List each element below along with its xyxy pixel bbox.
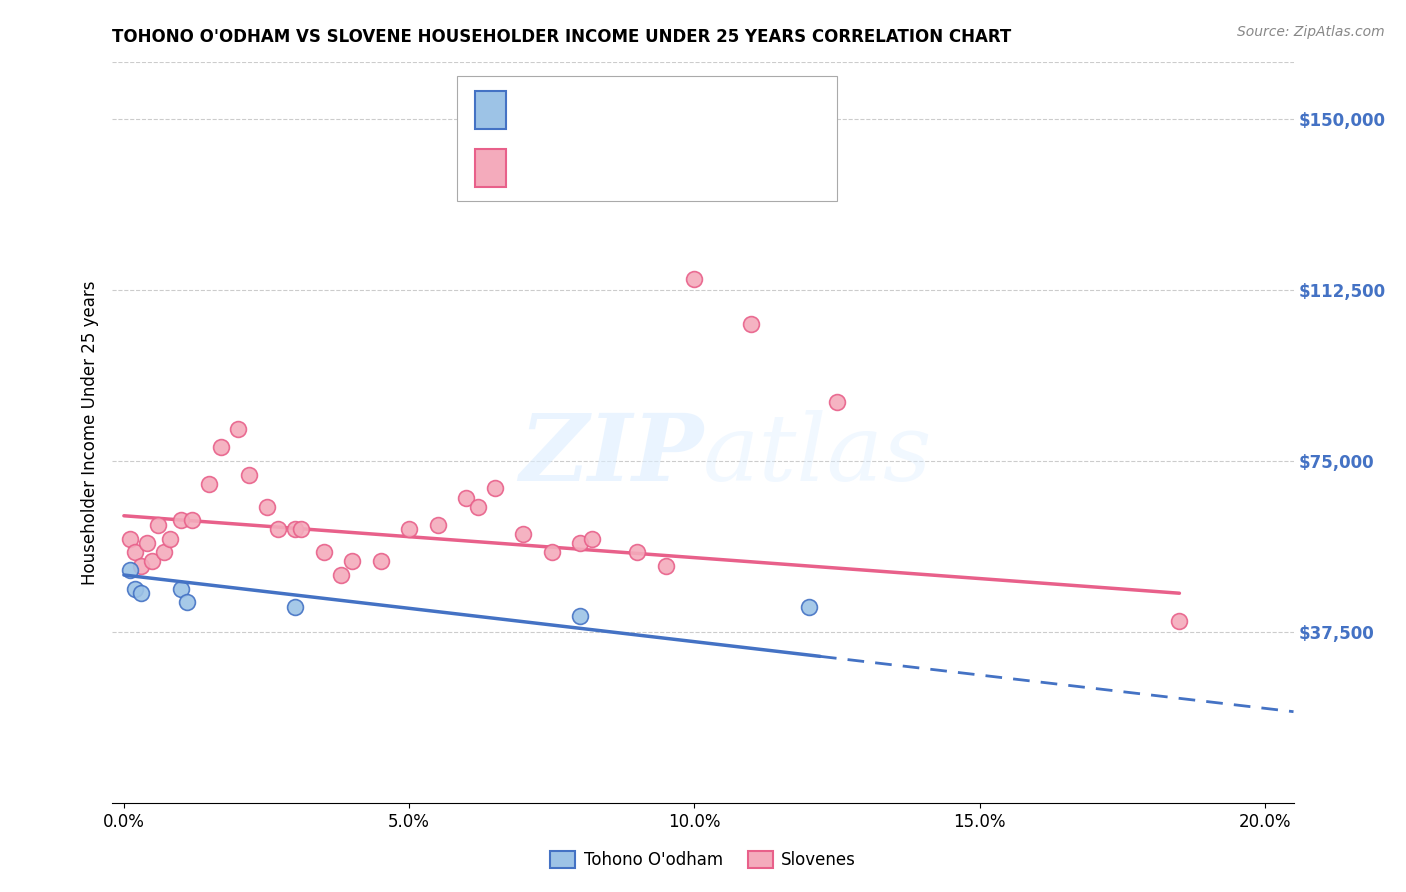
Text: 8: 8 <box>703 103 714 121</box>
Text: -0.419: -0.419 <box>564 103 623 121</box>
Point <box>181 513 204 527</box>
Point <box>146 517 169 532</box>
Point <box>569 536 592 550</box>
Text: -0.133: -0.133 <box>564 161 623 179</box>
Point <box>569 609 592 624</box>
Point <box>198 476 221 491</box>
Point <box>1168 614 1191 628</box>
Point <box>135 536 157 550</box>
Point <box>512 527 534 541</box>
Point <box>238 467 260 482</box>
Point <box>329 568 352 582</box>
Text: 37: 37 <box>703 161 727 179</box>
Point <box>176 595 198 609</box>
Point <box>256 500 278 514</box>
Point <box>581 532 603 546</box>
Point <box>467 500 489 514</box>
Text: atlas: atlas <box>703 409 932 500</box>
Point <box>124 582 146 596</box>
Point <box>209 441 232 455</box>
Point <box>118 564 141 578</box>
Point <box>456 491 478 505</box>
Point <box>740 318 762 332</box>
Point <box>284 599 307 614</box>
Point <box>312 545 335 559</box>
Point <box>683 272 706 286</box>
Point <box>170 582 193 596</box>
Point <box>290 523 312 537</box>
Point <box>426 517 449 532</box>
Point <box>484 482 506 496</box>
Point <box>129 586 152 600</box>
Point <box>655 558 678 573</box>
Text: N =: N = <box>655 103 692 121</box>
Point <box>284 523 307 537</box>
Point <box>398 523 420 537</box>
Point <box>267 523 290 537</box>
Point <box>226 422 249 436</box>
Text: TOHONO O'ODHAM VS SLOVENE HOUSEHOLDER INCOME UNDER 25 YEARS CORRELATION CHART: TOHONO O'ODHAM VS SLOVENE HOUSEHOLDER IN… <box>112 28 1012 45</box>
Point <box>340 554 363 568</box>
Point <box>370 554 392 568</box>
Text: ZIP: ZIP <box>519 409 703 500</box>
Y-axis label: Householder Income Under 25 years: Householder Income Under 25 years <box>80 280 98 585</box>
Legend: Tohono O'odham, Slovenes: Tohono O'odham, Slovenes <box>544 845 862 876</box>
Point <box>825 395 848 409</box>
Point <box>170 513 193 527</box>
Text: Source: ZipAtlas.com: Source: ZipAtlas.com <box>1237 25 1385 39</box>
Point <box>124 545 146 559</box>
Point <box>129 558 152 573</box>
Point <box>118 532 141 546</box>
Text: N =: N = <box>655 161 692 179</box>
Point <box>626 545 648 559</box>
Point <box>159 532 181 546</box>
Point <box>540 545 562 559</box>
Point <box>153 545 176 559</box>
Point <box>797 599 820 614</box>
Text: R =: R = <box>517 103 554 121</box>
Point <box>141 554 163 568</box>
Text: R =: R = <box>517 161 554 179</box>
